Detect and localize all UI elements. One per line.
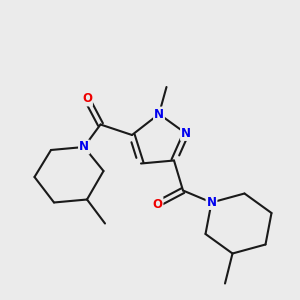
Text: O: O [82, 92, 92, 106]
Text: N: N [181, 127, 191, 140]
Text: N: N [206, 196, 217, 209]
Text: O: O [152, 197, 163, 211]
Text: N: N [79, 140, 89, 154]
Text: N: N [154, 107, 164, 121]
